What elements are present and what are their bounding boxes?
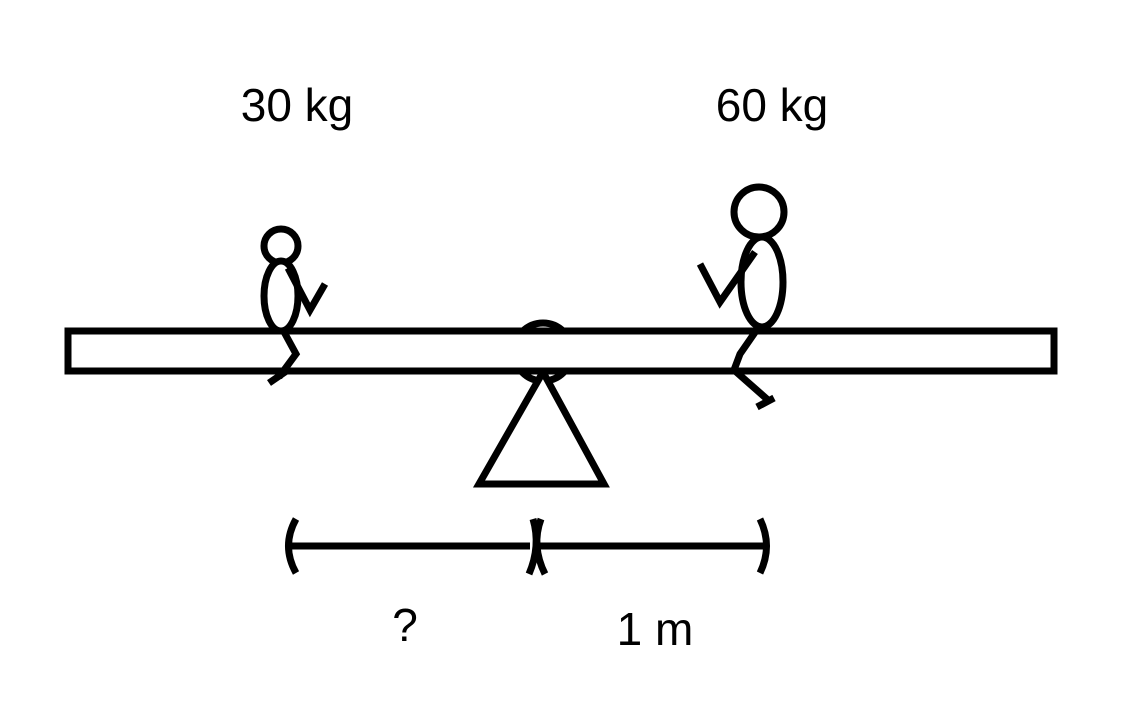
fulcrum-triangle (472, 364, 610, 488)
dimension-lines (285, 517, 770, 576)
seesaw-plank (64, 327, 1058, 375)
small-child-body (260, 257, 302, 335)
large-adult-body (737, 233, 787, 331)
small-child-figure (260, 225, 329, 386)
center-right-bracket (533, 517, 549, 576)
large-adult-foot (755, 394, 776, 411)
left-distance-label: ? (392, 599, 418, 651)
left-end-bracket (285, 517, 300, 575)
large-adult-figure (696, 183, 788, 411)
right-distance-label: 1 m (616, 603, 694, 655)
right-end-bracket (756, 517, 770, 575)
large-adult-arm (696, 249, 758, 309)
large-adult-head (730, 183, 788, 241)
small-child-foot (267, 367, 290, 386)
large-adult-leg (729, 326, 771, 403)
left-mass-label: 30 kg (240, 79, 354, 131)
small-child-arm (284, 266, 329, 318)
right-mass-label: 60 kg (715, 79, 829, 131)
